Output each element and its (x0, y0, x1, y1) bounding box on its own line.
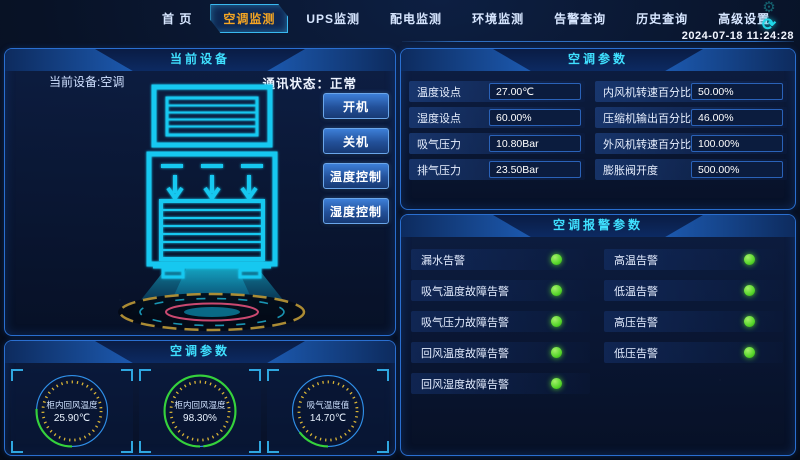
gauge-suction-temp: 吸气温度值 14.70℃ (267, 369, 389, 453)
power-off-button[interactable]: 关机 (323, 128, 389, 154)
param-label: 湿度设点 (417, 112, 461, 125)
ac-gauge-panel: 空调参数 柜内回风温度 25.90℃ (4, 340, 396, 456)
humidity-control-button[interactable]: 湿度控制 (323, 198, 389, 224)
air-conditioner-hologram (118, 84, 306, 332)
alarm-row: 回风温度故障告警 (411, 342, 590, 363)
gear-icon[interactable]: ⚙ (762, 0, 776, 16)
gauge-value: 14.70℃ (309, 412, 347, 424)
param-label: 压缩机输出百分比 (603, 112, 691, 125)
param-value: 23.50Bar (489, 161, 581, 178)
datetime-display: 2024-07-18 11:24:28 (681, 30, 794, 42)
power-on-button[interactable]: 开机 (323, 93, 389, 119)
comm-status-label: 通讯状态： (262, 77, 330, 91)
alarm-label: 吸气温度故障告警 (421, 285, 509, 298)
param-row: 温度设点 27.00℃ (409, 81, 585, 102)
alarm-row: 漏水告警 (411, 249, 590, 270)
gauge-value: 25.90℃ (53, 412, 91, 424)
param-label: 膨胀阀开度 (603, 164, 658, 177)
gauge-label: 柜内回风湿度 (174, 399, 226, 410)
nav-history-query[interactable]: 历史查询 (636, 12, 689, 26)
panel-header: 空调报警参数 (401, 215, 795, 237)
main-nav: 首 页 空调监测 UPS监测 配电监测 环境监测 告警查询 历史查询 高级设置 (150, 4, 782, 33)
nav-ups-monitor[interactable]: UPS监测 (306, 12, 361, 26)
alarm-row: 低压告警 (604, 342, 783, 363)
gauge-return-air-humidity: 柜内回风湿度 98.30% (139, 369, 261, 453)
alarm-row: 低温告警 (604, 280, 783, 301)
alarm-label: 回风温度故障告警 (421, 347, 509, 360)
comm-status: 通讯状态：正常 (262, 73, 357, 92)
param-row: 内风机转速百分比 50.00% (595, 81, 787, 102)
alarm-row: 吸气温度故障告警 (411, 280, 590, 301)
panel-header: 空调参数 (401, 49, 795, 71)
alarm-status-ok-dot (551, 347, 562, 358)
panel-title: 空调报警参数 (493, 215, 703, 237)
panel-title: 当前设备 (95, 49, 305, 71)
alarm-status-ok-dot (551, 285, 562, 296)
alarm-label: 高压告警 (614, 316, 658, 329)
alarm-row: 吸气压力故障告警 (411, 311, 590, 332)
alarm-label: 吸气压力故障告警 (421, 316, 509, 329)
nav-alarm-query[interactable]: 告警查询 (554, 12, 607, 26)
param-row: 排气压力 23.50Bar (409, 159, 585, 180)
param-value: 27.00℃ (489, 83, 581, 100)
ac-alarm-panel: 空调报警参数 漏水告警 吸气温度故障告警 吸气压力故障告警 回风温度故障告警 回… (400, 214, 796, 456)
alarm-status-ok-dot (551, 254, 562, 265)
gauge-label: 吸气温度值 (306, 399, 350, 410)
nav-divider (402, 41, 794, 42)
param-label: 吸气压力 (417, 138, 461, 151)
param-value: 50.00% (691, 83, 783, 100)
param-value: 46.00% (691, 109, 783, 126)
param-row: 膨胀阀开度 500.00% (595, 159, 787, 180)
param-row: 压缩机输出百分比 46.00% (595, 107, 787, 128)
gauge-ring (35, 374, 109, 448)
nav-env-monitor[interactable]: 环境监测 (472, 12, 525, 26)
alarm-label: 漏水告警 (421, 254, 465, 267)
panel-title: 空调参数 (493, 49, 703, 71)
gauge-label: 柜内回风温度 (46, 399, 98, 410)
param-value: 100.00% (691, 135, 783, 152)
alarm-status-ok-dot (744, 285, 755, 296)
nav-ac-monitor[interactable]: 空调监测 (210, 4, 288, 33)
param-value: 500.00% (691, 161, 783, 178)
refresh-icon[interactable]: ⟳ (761, 15, 777, 34)
gauge-return-air-temp: 柜内回风温度 25.90℃ (11, 369, 133, 453)
comm-status-value: 正常 (329, 77, 357, 91)
param-value: 60.00% (489, 109, 581, 126)
alarm-label: 高温告警 (614, 254, 658, 267)
panel-header: 空调参数 (5, 341, 395, 363)
nav-advanced-settings[interactable]: 高级设置 (718, 12, 771, 26)
top-bar: 首 页 空调监测 UPS监测 配电监测 环境监测 告警查询 历史查询 高级设置 … (0, 0, 800, 46)
alarm-label: 低温告警 (614, 285, 658, 298)
alarm-label: 低压告警 (614, 347, 658, 360)
alarm-status-ok-dot (744, 316, 755, 327)
temperature-control-button[interactable]: 温度控制 (323, 163, 389, 189)
alarm-status-ok-dot (551, 378, 562, 389)
param-label: 外风机转速百分比 (603, 138, 691, 151)
param-row: 外风机转速百分比 100.00% (595, 133, 787, 154)
alarm-row: 高压告警 (604, 311, 783, 332)
param-row: 吸气压力 10.80Bar (409, 133, 585, 154)
gauge-ring (163, 374, 237, 448)
device-label: 当前设备:空调 (49, 75, 125, 89)
alarm-status-ok-dot (744, 254, 755, 265)
param-label: 内风机转速百分比 (603, 86, 691, 99)
alarm-row: 回风湿度故障告警 (411, 373, 590, 394)
gauge-value: 98.30% (183, 412, 217, 424)
param-row: 湿度设点 60.00% (409, 107, 585, 128)
param-label: 温度设点 (417, 86, 461, 99)
param-value: 10.80Bar (489, 135, 581, 152)
current-device-panel: 当前设备 当前设备:空调 通讯状态：正常 (4, 48, 396, 336)
alarm-label: 回风湿度故障告警 (421, 378, 509, 391)
panel-title: 空调参数 (95, 341, 305, 363)
alarm-status-ok-dot (744, 347, 755, 358)
alarm-status-ok-dot (551, 316, 562, 327)
nav-power-monitor[interactable]: 配电监测 (390, 12, 443, 26)
device-control-buttons: 开机 关机 温度控制 湿度控制 (323, 93, 389, 224)
param-label: 排气压力 (417, 164, 461, 177)
gauge-ring (291, 374, 365, 448)
alarm-row: 高温告警 (604, 249, 783, 270)
panel-header: 当前设备 (5, 49, 395, 71)
ac-parameters-panel: 空调参数 温度设点 27.00℃ 湿度设点 60.00% 吸气压力 10.80B… (400, 48, 796, 210)
nav-home[interactable]: 首 页 (162, 12, 193, 26)
